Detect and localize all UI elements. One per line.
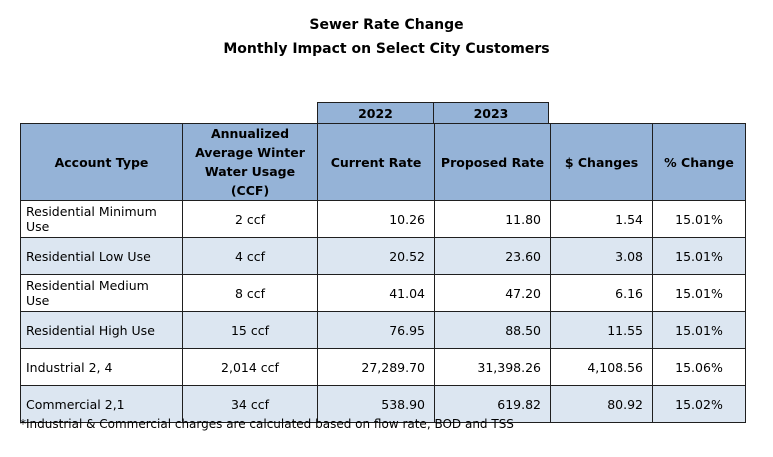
cell-dollar-change: 4,108.56 [550, 348, 653, 386]
cell-dollar-change: 80.92 [550, 385, 653, 423]
page-title: Sewer Rate Change [309, 17, 464, 33]
table-row: Residential High Use 15 ccf 76.95 88.50 … [20, 311, 746, 349]
cell-usage: 4 ccf [182, 237, 318, 275]
cell-pct-change: 15.01% [652, 274, 746, 312]
header-usage-line1: Annualized [210, 126, 290, 141]
table-row: Industrial 2, 4 2,014 ccf 27,289.70 31,3… [20, 348, 746, 386]
table-row: Residential Minimum Use 2 ccf 10.26 11.8… [20, 200, 746, 238]
cell-pct-change: 15.06% [652, 348, 746, 386]
cell-proposed-rate: 47.20 [434, 274, 551, 312]
cell-account-type: Residential Minimum Use [20, 200, 183, 238]
cell-current-rate: 76.95 [317, 311, 435, 349]
table-row: Commercial 2,1 34 ccf 538.90 619.82 80.9… [20, 385, 746, 423]
header-pct-change: % Change [652, 123, 746, 201]
cell-usage: 8 ccf [182, 274, 318, 312]
year-header-current: 2022 [317, 102, 434, 124]
table-row: Residential Low Use 4 ccf 20.52 23.60 3.… [20, 237, 746, 275]
cell-current-rate: 20.52 [317, 237, 435, 275]
header-usage: Annualized Average Winter Water Usage (C… [182, 123, 318, 201]
cell-pct-change: 15.01% [652, 200, 746, 238]
cell-account-type: Commercial 2,1 [20, 385, 183, 423]
cell-proposed-rate: 31,398.26 [434, 348, 551, 386]
cell-proposed-rate: 88.50 [434, 311, 551, 349]
header-current-rate: Current Rate [317, 123, 435, 201]
cell-proposed-rate: 23.60 [434, 237, 551, 275]
header-dollar-change: $ Changes [550, 123, 653, 201]
cell-usage: 2 ccf [182, 200, 318, 238]
cell-usage: 15 ccf [182, 311, 318, 349]
cell-proposed-rate: 11.80 [434, 200, 551, 238]
cell-dollar-change: 3.08 [550, 237, 653, 275]
cell-account-type: Residential High Use [20, 311, 183, 349]
cell-current-rate: 538.90 [317, 385, 435, 423]
header-usage-line2: Average Winter [195, 145, 305, 160]
cell-account-type: Industrial 2, 4 [20, 348, 183, 386]
cell-dollar-change: 6.16 [550, 274, 653, 312]
table-row: Residential Medium Use 8 ccf 41.04 47.20… [20, 274, 746, 312]
table-header-row: Account Type Annualized Average Winter W… [20, 123, 746, 201]
page-subtitle: Monthly Impact on Select City Customers [223, 41, 550, 57]
header-account-type: Account Type [20, 123, 183, 201]
cell-dollar-change: 11.55 [550, 311, 653, 349]
cell-proposed-rate: 619.82 [434, 385, 551, 423]
year-header-proposed: 2023 [433, 102, 549, 124]
header-usage-line3: Water Usage (CCF) [204, 164, 296, 198]
cell-account-type: Residential Medium Use [20, 274, 183, 312]
cell-dollar-change: 1.54 [550, 200, 653, 238]
rate-table: Account Type Annualized Average Winter W… [20, 123, 746, 423]
cell-current-rate: 10.26 [317, 200, 435, 238]
cell-current-rate: 41.04 [317, 274, 435, 312]
cell-usage: 2,014 ccf [182, 348, 318, 386]
header-proposed-rate: Proposed Rate [434, 123, 551, 201]
footnote: *Industrial & Commercial charges are cal… [20, 417, 514, 431]
cell-pct-change: 15.01% [652, 237, 746, 275]
cell-pct-change: 15.01% [652, 311, 746, 349]
cell-current-rate: 27,289.70 [317, 348, 435, 386]
cell-account-type: Residential Low Use [20, 237, 183, 275]
cell-pct-change: 15.02% [652, 385, 746, 423]
